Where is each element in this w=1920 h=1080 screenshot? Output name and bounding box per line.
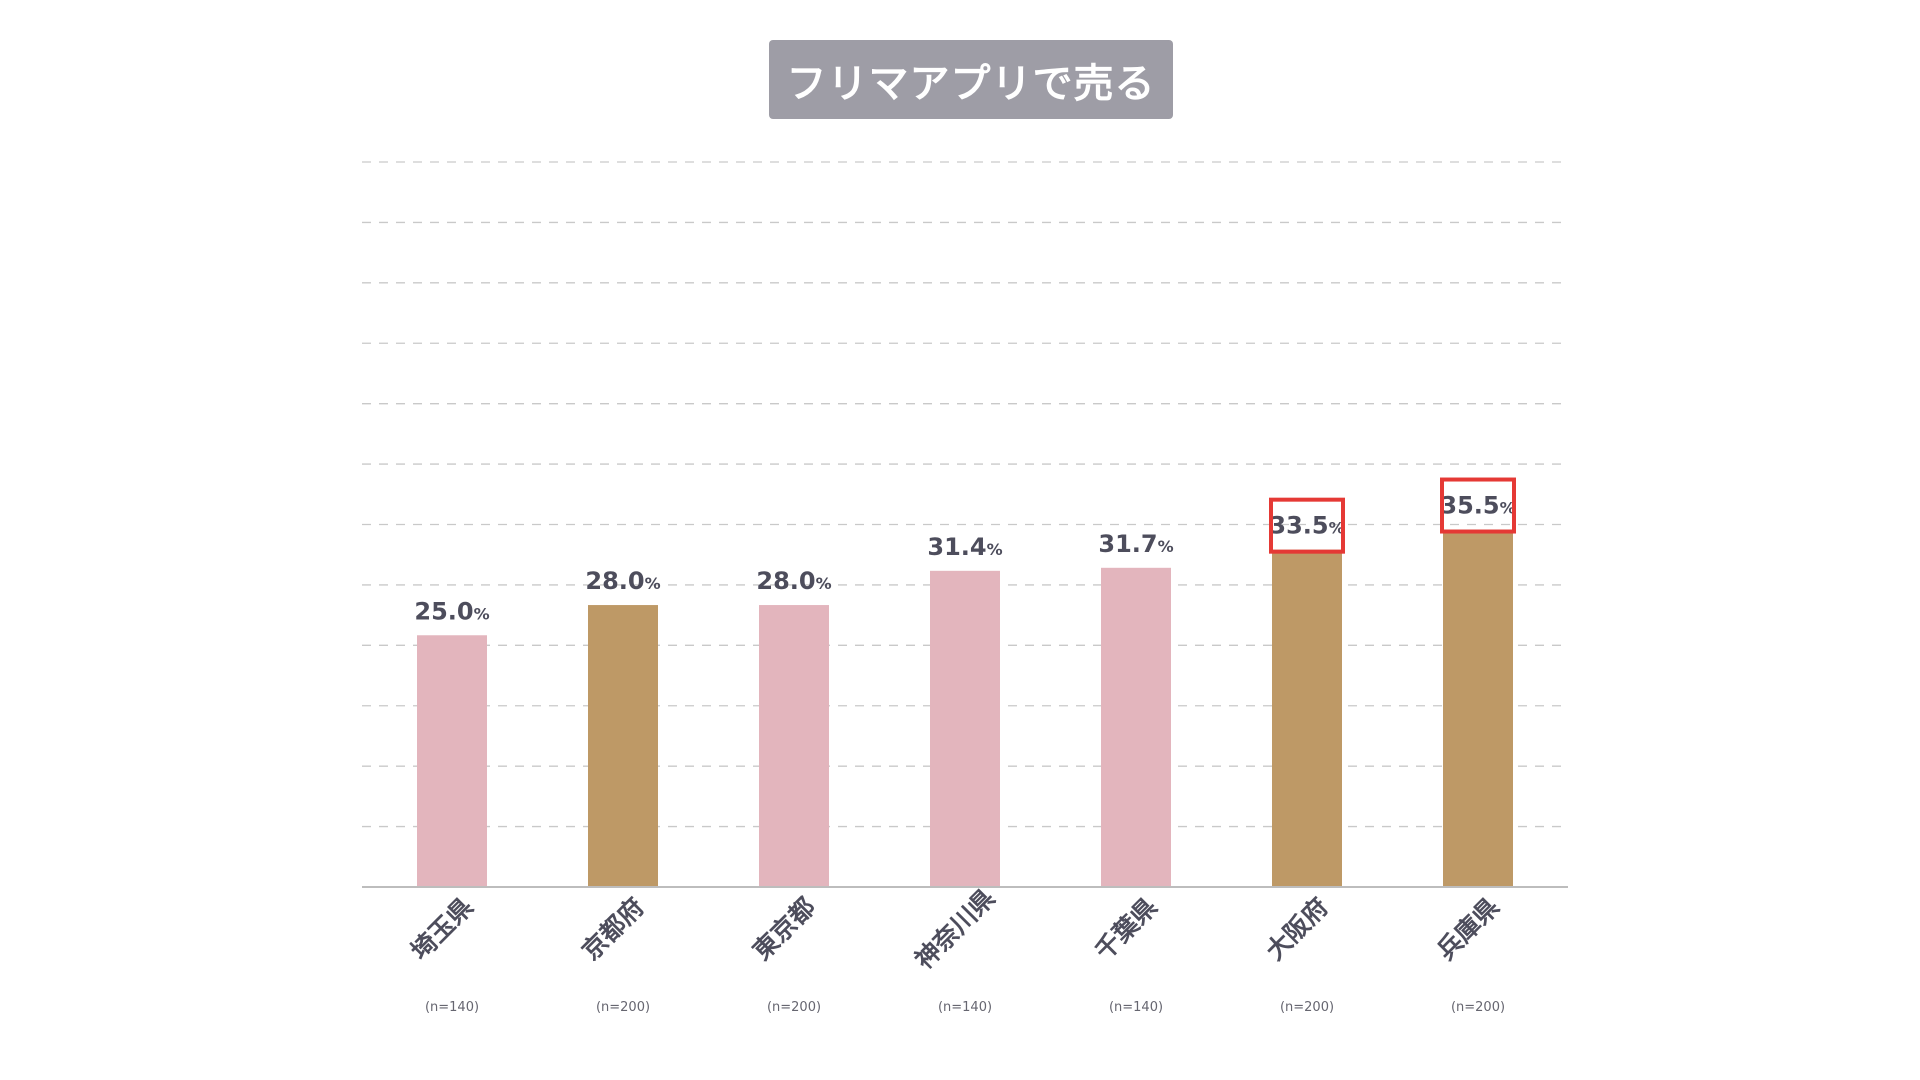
highlight-box [1440,477,1516,534]
data-label: 28.0% [585,567,660,595]
bar [417,635,487,887]
sample-size-label: (n=200) [767,1000,821,1015]
bar [759,605,829,887]
bar [1443,529,1513,887]
highlight-box [1269,497,1345,554]
bar [1272,549,1342,887]
chart-title-box: フリマアプリで売る [769,40,1173,119]
data-label: 31.7% [1098,530,1173,558]
sample-size-label: (n=140) [938,1000,992,1015]
category-label: 東京都 [747,892,821,966]
sample-size-label: (n=140) [425,1000,479,1015]
bar [930,570,1000,887]
data-label: 33.5% [1269,512,1344,540]
category-label: 埼玉県 [405,892,479,966]
sample-size-label: (n=200) [1451,1000,1505,1015]
chart-title: フリマアプリで売る [786,60,1156,107]
category-label: 兵庫県 [1431,892,1505,966]
category-label: 大阪府 [1260,892,1334,966]
data-label: 35.5% [1440,492,1515,520]
data-label: 25.0% [414,597,489,625]
sample-size-label: (n=140) [1109,1000,1163,1015]
data-label: 31.4% [927,533,1002,561]
sample-size-label: (n=200) [596,1000,650,1015]
bar [1101,567,1171,887]
bar [588,605,658,887]
data-label: 28.0% [756,567,831,595]
category-label: 千葉県 [1089,892,1163,966]
category-label: 神奈川県 [909,883,1000,974]
sample-size-label: (n=200) [1280,1000,1334,1015]
category-label: 京都府 [576,892,650,966]
